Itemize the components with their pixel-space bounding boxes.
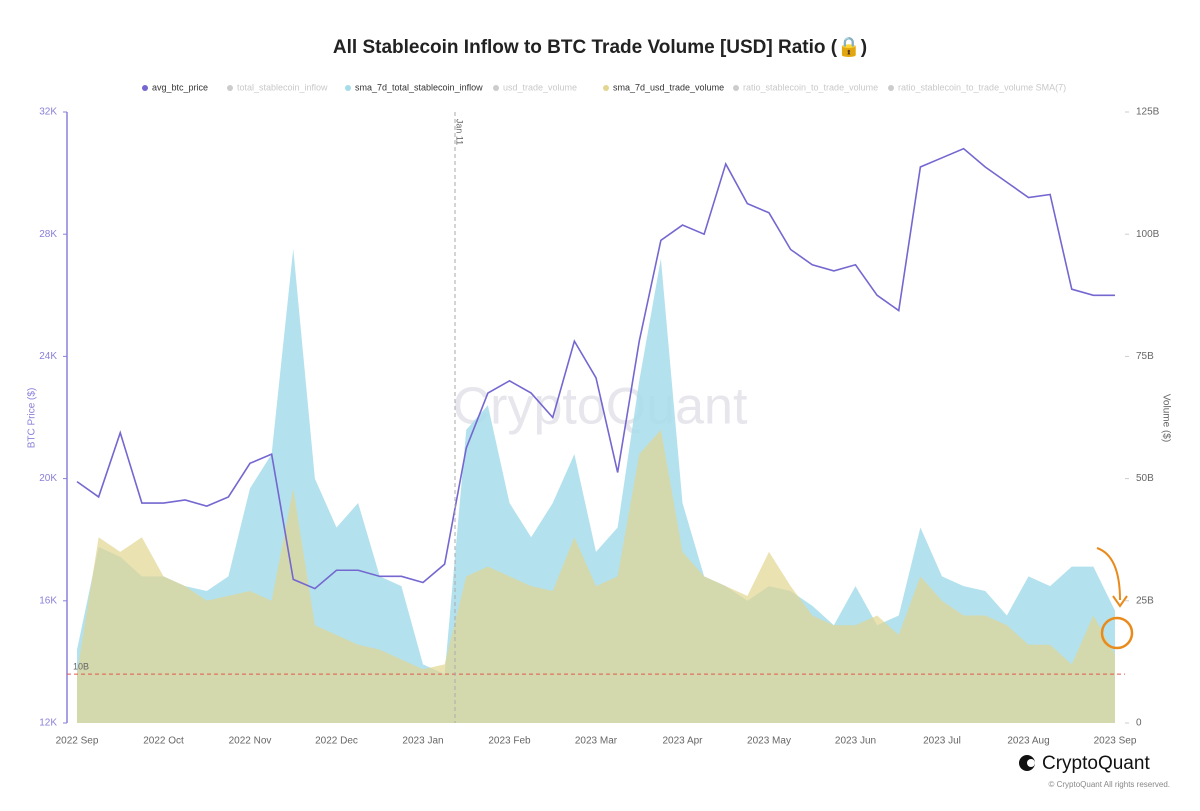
- copyright: © CryptoQuant All rights reserved.: [1049, 780, 1171, 789]
- y-tick-label: 28K: [39, 229, 57, 240]
- legend-marker: [603, 85, 609, 91]
- highlight-circle: [1100, 616, 1134, 650]
- y2-tick-label: 25B: [1136, 595, 1154, 606]
- x-tick-label: 2023 Aug: [1007, 736, 1049, 747]
- annotation: Jan 11: [455, 119, 465, 145]
- x-tick-label: 2023 Sep: [1094, 736, 1137, 747]
- legend-label: usd_trade_volume: [503, 82, 577, 92]
- y-axis-label: BTC Price ($): [27, 388, 38, 449]
- plot: 12K 16K 20K 24K 28K 32K 0 25B 50B 75B 100B 125B 2022…: [39, 107, 1159, 747]
- y-tick-label: 20K: [39, 473, 57, 484]
- x-tick-label: 2023 Jun: [835, 736, 876, 747]
- x-tick-label: 2023 Feb: [488, 736, 531, 747]
- legend-marker: [345, 85, 351, 91]
- chart-title: All Stablecoin Inflow to BTC Trade Volum…: [333, 36, 867, 58]
- x-tick-label: 2022 Oct: [143, 736, 184, 747]
- legend-marker: [227, 85, 233, 91]
- legend-label: total_stablecoin_inflow: [237, 82, 328, 92]
- brand-logo-inner: [1027, 759, 1035, 767]
- legend-label: avg_btc_price: [152, 82, 208, 92]
- area: [77, 248, 1115, 723]
- y2-tick-label: 50B: [1136, 473, 1154, 484]
- y-tick-label: 12K: [39, 718, 57, 729]
- legend-label: ratio_stablecoin_to_trade_volume SMA(7): [898, 82, 1066, 92]
- legend-label: ratio_stablecoin_to_trade_volume: [743, 82, 878, 92]
- reference-label: 10B: [73, 661, 89, 671]
- brand: CryptoQuant: [1042, 753, 1150, 774]
- area: [77, 429, 1115, 723]
- x-tick-label: 2022 Nov: [229, 736, 272, 747]
- line: [76, 147, 1115, 590]
- legend-label: sma_7d_usd_trade_volume: [613, 82, 724, 92]
- x-tick-label: 2022 Sep: [56, 736, 99, 747]
- x-tick-label: 2023 Jul: [923, 736, 961, 747]
- y2-tick-label: 75B: [1136, 351, 1154, 362]
- watermark: CryptoQuant: [453, 378, 748, 436]
- legend-marker: [142, 85, 148, 91]
- y-tick-label: 32K: [39, 107, 57, 118]
- x-tick-label: 2023 Mar: [575, 736, 618, 747]
- y2-tick-label: 0: [1136, 718, 1142, 729]
- legend-marker: [733, 85, 739, 91]
- arrow: [1096, 547, 1121, 601]
- arrow-head: [1112, 595, 1128, 608]
- y-tick-label: 24K: [39, 351, 57, 362]
- x-tick-label: 2022 Dec: [315, 736, 358, 747]
- y2-tick-label: 100B: [1136, 229, 1160, 240]
- x-tick-label: 2023 May: [747, 736, 791, 747]
- y-tick-label: 16K: [39, 595, 57, 606]
- legend-label: sma_7d_total_stablecoin_inflow: [355, 82, 483, 92]
- y2-tick-label: 125B: [1136, 107, 1160, 118]
- legend-marker: [493, 85, 499, 91]
- x-tick-label: 2023 Apr: [662, 736, 703, 747]
- y2-axis-label: Volume ($): [1160, 394, 1171, 442]
- x-tick-label: 2023 Jan: [402, 736, 443, 747]
- legend-marker: [888, 85, 894, 91]
